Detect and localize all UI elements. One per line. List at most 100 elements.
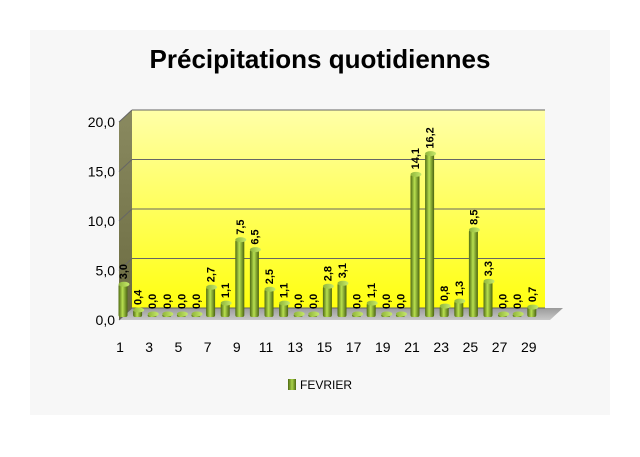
bar-top [512, 311, 524, 317]
bar-top [483, 278, 495, 284]
data-label: 14,1 [410, 148, 422, 169]
bar-top [322, 283, 334, 289]
bar-top [395, 311, 407, 317]
data-label: 0,7 [527, 287, 539, 302]
data-label: 0,0 [512, 294, 524, 309]
x-tick-label: 23 [433, 339, 449, 355]
bar [468, 229, 478, 317]
bar-top [162, 311, 174, 317]
bar [206, 287, 216, 317]
y-tick-label: 15,0 [88, 164, 115, 180]
x-tick-label: 21 [404, 339, 420, 355]
data-label: 0,0 [162, 294, 174, 309]
bar [454, 301, 464, 317]
bar-top [133, 307, 145, 313]
data-label: 0,0 [498, 294, 510, 309]
bar [279, 303, 289, 317]
bar-top [498, 311, 510, 317]
data-label: 0,0 [395, 294, 407, 309]
bar-top [264, 286, 276, 292]
bar [249, 249, 259, 317]
bar [220, 303, 230, 317]
x-tick-label: 19 [375, 339, 391, 355]
gridline-side [118, 159, 133, 172]
x-tick-label: 13 [287, 339, 303, 355]
data-label: 0,0 [191, 294, 203, 309]
x-tick-label: 9 [233, 339, 241, 355]
x-tick-label: 7 [204, 339, 212, 355]
data-label: 0,0 [308, 294, 320, 309]
bar [337, 283, 347, 317]
bar-top [527, 304, 539, 310]
legend-swatch [287, 379, 296, 390]
data-label: 0,0 [352, 294, 364, 309]
bar [483, 281, 493, 317]
gridline-side [118, 258, 133, 271]
legend: FEVRIER [0, 378, 640, 392]
bar-top [220, 300, 232, 306]
data-label: 0,0 [381, 294, 393, 309]
bar-top [191, 311, 203, 317]
y-tick-label: 20,0 [88, 114, 115, 130]
data-label: 2,5 [264, 269, 276, 284]
bar [118, 284, 128, 317]
x-tick-label: 5 [175, 339, 183, 355]
x-tick-label: 11 [259, 339, 274, 355]
bar-top [366, 300, 378, 306]
data-label: 2,8 [322, 266, 334, 281]
data-label: 1,1 [279, 283, 291, 298]
bar-top [176, 311, 188, 317]
bar-top [454, 298, 466, 304]
bar-top [410, 171, 422, 177]
data-label: 16,2 [425, 127, 437, 148]
x-tick-label: 3 [145, 339, 153, 355]
x-tick-label: 15 [317, 339, 333, 355]
data-label: 0,0 [147, 294, 159, 309]
bar-top [337, 280, 349, 286]
data-label: 0,4 [133, 289, 145, 305]
bar-top [279, 300, 291, 306]
x-tick-label: 25 [463, 339, 479, 355]
y-tick-label: 5,0 [96, 263, 116, 279]
bar [410, 174, 420, 317]
gridline-side [118, 109, 133, 123]
data-label: 0,0 [176, 294, 188, 309]
bar-top [293, 311, 305, 317]
x-tick-label: 27 [492, 339, 508, 355]
bar-top [308, 311, 320, 317]
data-label: 0,8 [439, 286, 451, 301]
gridline-side [118, 208, 133, 222]
bar-top [235, 237, 247, 243]
data-label: 2,7 [206, 267, 218, 282]
bar [322, 286, 332, 317]
bar [264, 289, 274, 317]
y-tick-label: 10,0 [88, 213, 115, 229]
y-tick-label: 0,0 [96, 312, 116, 328]
bar [527, 307, 537, 317]
bar-top [425, 151, 437, 157]
bar-top [118, 281, 130, 287]
data-label: 1,1 [220, 283, 232, 298]
bar-top [249, 247, 261, 253]
x-tick-label: 1 [116, 339, 124, 355]
data-label: 1,3 [454, 281, 466, 296]
x-tick-label: 17 [346, 339, 362, 355]
data-label: 3,0 [118, 264, 130, 279]
legend-label: FEVRIER [299, 378, 352, 392]
bar-top [206, 284, 218, 290]
data-label: 3,1 [337, 263, 349, 278]
chart-title: Précipitations quotidiennes [149, 44, 491, 74]
bar-top [352, 311, 364, 317]
bar [425, 153, 435, 317]
data-label: 8,5 [468, 210, 480, 225]
bar-top [439, 303, 451, 309]
x-tick-label: 29 [521, 339, 537, 355]
bar-top [468, 227, 480, 233]
data-label: 3,3 [483, 261, 495, 276]
bar-top [381, 311, 393, 317]
data-label: 6,5 [249, 229, 261, 244]
bar [439, 306, 449, 317]
bar [235, 239, 245, 317]
data-label: 7,5 [235, 219, 247, 234]
